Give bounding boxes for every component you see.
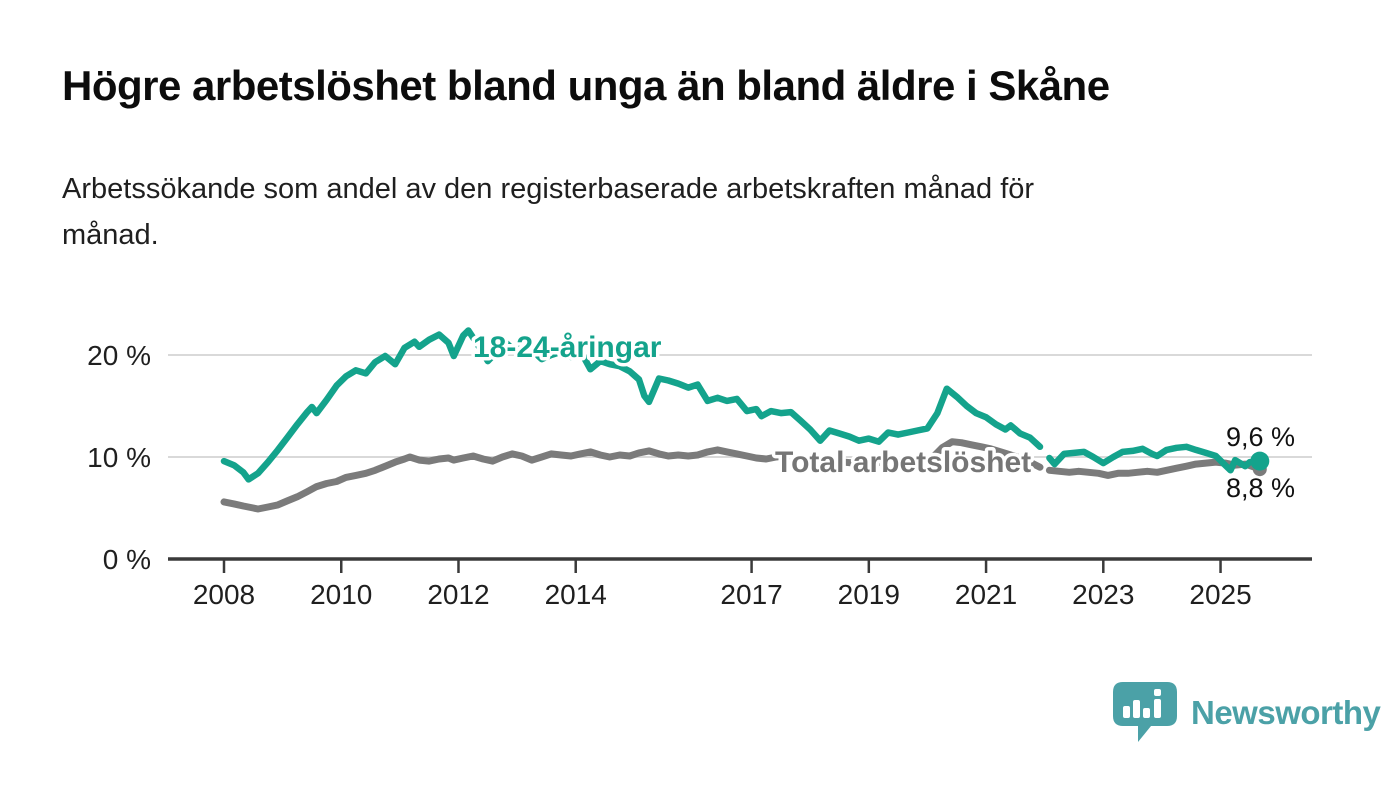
end-dot-young [1250,451,1270,471]
logo-bar-1 [1123,706,1130,718]
logo-exclamation-stem [1154,699,1161,718]
page-title: Högre arbetslöshet bland unga än bland ä… [62,62,1110,109]
x-tick-label: 2025 [1189,579,1251,610]
end-value-young: 9,6 % [1226,422,1295,452]
x-tick-label: 2019 [838,579,900,610]
logo-exclamation-dot [1154,689,1161,696]
x-tick-label: 2023 [1072,579,1134,610]
newsworthy-logo: Newsworthy [1113,682,1381,744]
x-tick-label: 2017 [720,579,782,610]
end-value-total: 8,8 % [1226,473,1295,503]
newsworthy-logo-text: Newsworthy [1191,694,1381,731]
series-line-young [220,327,1044,483]
subtitle-line-1: Arbetssökande som andel av den registerb… [62,173,1035,205]
series-label-total: Total arbetslöshet [775,446,1031,479]
x-tick-label: 2014 [545,579,607,610]
subtitle-line-2: månad. [62,219,159,251]
logo-bar-2 [1133,700,1140,718]
bar-chart-speech-bubble-icon [1113,682,1177,742]
series-line-total [1045,458,1264,479]
logo-bar-3 [1143,708,1150,718]
y-tick-label: 10 % [87,442,151,473]
x-tick-label: 2012 [427,579,489,610]
series-label-young: 18-24-åringar [473,331,662,364]
x-tick-label: 2021 [955,579,1017,610]
series-line-young [1046,443,1264,474]
page-subtitle: Arbetssökande som andel av den registerb… [62,166,1302,258]
y-tick-label: 20 % [87,340,151,371]
series-line-total [220,438,1044,513]
y-tick-label: 0 % [103,544,151,575]
x-tick-label: 2010 [310,579,372,610]
x-tick-label: 2008 [193,579,255,610]
